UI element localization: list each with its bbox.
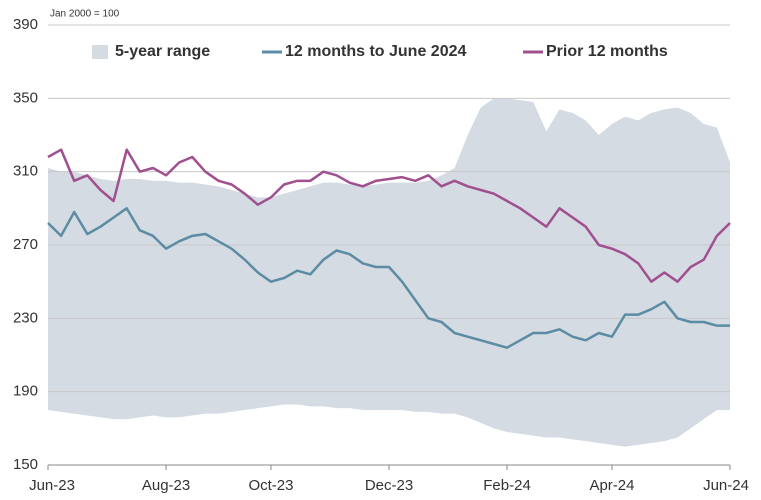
y-tick-label: 230 (13, 309, 38, 326)
y-tick-label: 190 (13, 383, 38, 400)
x-tick-label: Jun-24 (703, 477, 749, 494)
y-tick-label: 390 (13, 16, 38, 33)
x-tick-label: Apr-24 (589, 477, 634, 494)
y-tick-label: 350 (13, 89, 38, 106)
y-tick-label: 310 (13, 163, 38, 180)
x-tick-label: Oct-23 (248, 477, 293, 494)
x-tick-label: Dec-23 (365, 477, 413, 494)
y-tick-label: 150 (13, 456, 38, 473)
legend-bg (80, 38, 720, 66)
x-tick-label: Feb-24 (483, 477, 531, 494)
legend-swatch (92, 45, 108, 59)
x-tick-label: Jun-23 (29, 477, 75, 494)
legend-label: 12 months to June 2024 (285, 43, 466, 60)
chart-subtitle: Jan 2000 = 100 (50, 9, 120, 20)
legend-label: 5-year range (115, 43, 210, 60)
series-line (47, 207, 730, 349)
legend-label: Prior 12 months (546, 43, 668, 60)
series-line (47, 148, 731, 283)
x-tick-label: Aug-23 (142, 477, 190, 494)
y-tick-label: 270 (13, 236, 38, 253)
range-band (48, 98, 730, 447)
